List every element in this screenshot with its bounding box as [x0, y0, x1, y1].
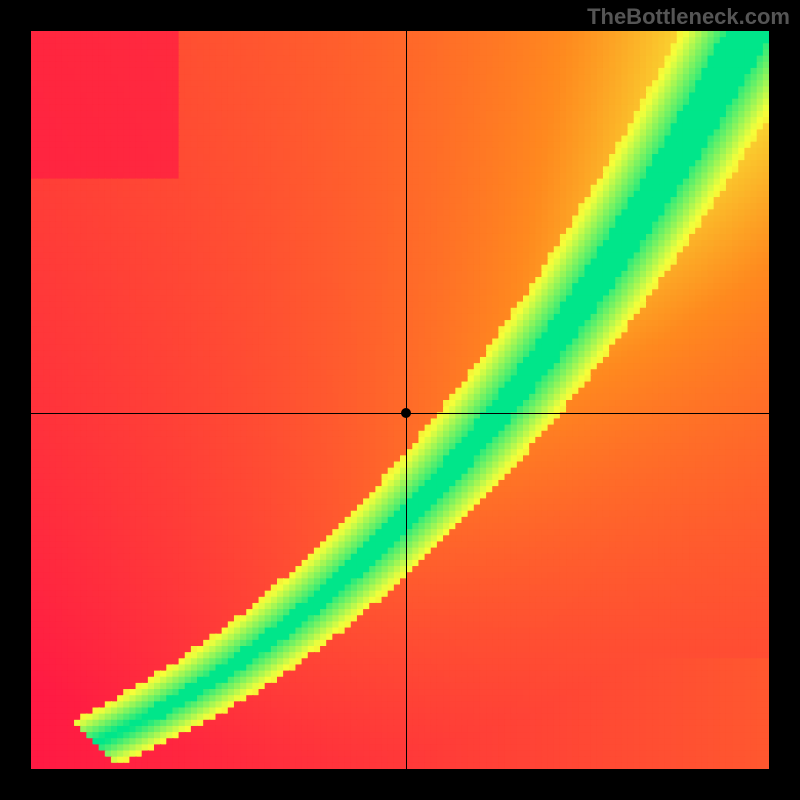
marker-dot — [401, 408, 411, 418]
heatmap-canvas — [31, 31, 769, 769]
watermark-text: TheBottleneck.com — [587, 4, 790, 30]
chart-container: TheBottleneck.com — [0, 0, 800, 800]
crosshair-vertical — [406, 31, 407, 769]
heatmap-plot — [31, 31, 769, 769]
